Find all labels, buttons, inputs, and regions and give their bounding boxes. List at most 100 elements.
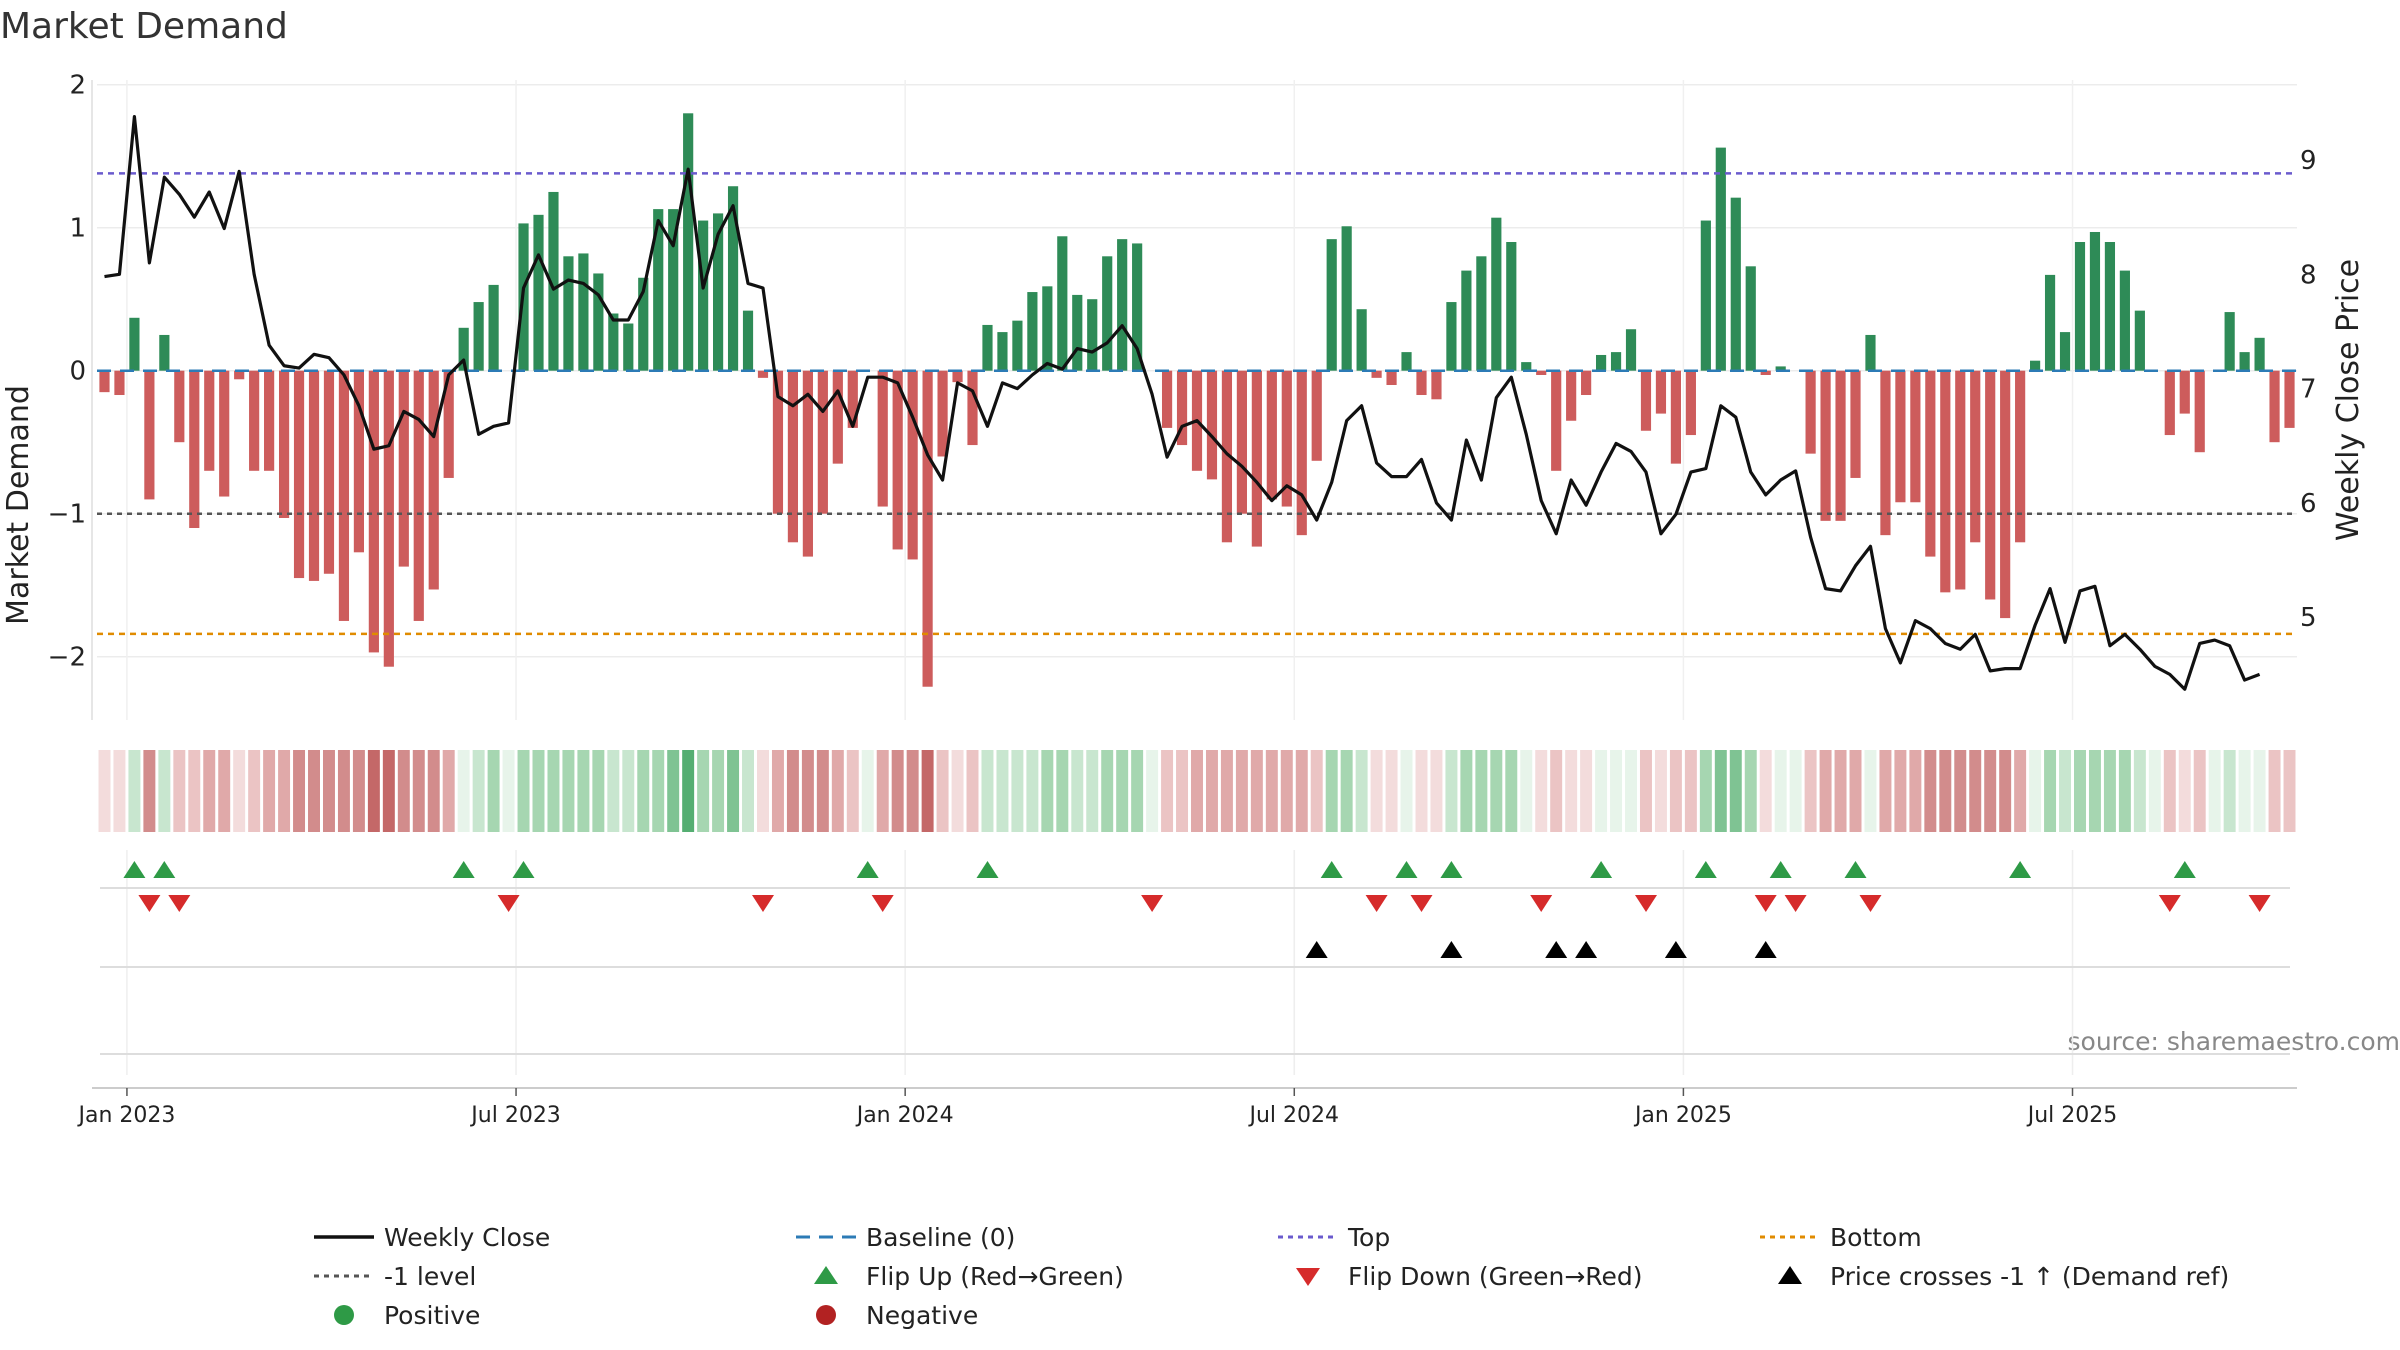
legend-label: Price crosses -1 ↑ (Demand ref) <box>1830 1262 2229 1291</box>
demand-bar <box>2239 352 2250 371</box>
demand-bar <box>413 370 424 621</box>
demand-bar <box>2030 360 2041 371</box>
weekly-close-line <box>104 114 2261 691</box>
heat-cell <box>2103 750 2116 832</box>
flip-up-marker <box>512 861 535 878</box>
y-tick-label: −2 <box>48 643 86 673</box>
demand-bar <box>1850 370 1861 478</box>
heat-cell <box>906 750 919 832</box>
demand-bar <box>1206 370 1218 480</box>
demand-bar <box>2000 370 2011 619</box>
heat-cell <box>2059 750 2072 832</box>
legend-label: -1 level <box>384 1262 476 1291</box>
price-cross-marker <box>1545 941 1568 958</box>
legend-label: Flip Down (Green→Red) <box>1348 1262 1643 1291</box>
flip-down-marker <box>1754 895 1777 912</box>
flip-up-marker <box>2173 861 2196 878</box>
heat-cell <box>592 750 605 832</box>
demand-bar <box>488 284 499 371</box>
flip-down-marker <box>1410 895 1433 912</box>
demand-bar <box>189 370 200 528</box>
heat-cell <box>1340 750 1353 832</box>
demand-bar <box>2119 270 2130 371</box>
demand-bar <box>1655 370 1667 414</box>
heat-cell <box>1969 750 1982 832</box>
demand-bar <box>1431 370 1442 400</box>
demand-bar <box>1311 370 1322 461</box>
heat-cell <box>397 750 410 832</box>
demand-bar <box>2254 337 2265 371</box>
heat-cell <box>1639 750 1652 832</box>
demand-bar <box>1805 370 1816 454</box>
x-tick-label: Jul 2024 <box>1248 1103 1340 1128</box>
legend-label: Flip Up (Red→Green) <box>866 1262 1124 1291</box>
demand-bar <box>1595 354 1607 371</box>
demand-bar <box>2179 370 2190 414</box>
heat-cell <box>188 750 201 832</box>
price-cross-marker <box>1575 941 1598 958</box>
demand-bar <box>787 370 799 543</box>
demand-bar <box>653 209 664 371</box>
flip-up-marker <box>856 861 879 878</box>
demand-bar <box>1835 370 1846 521</box>
heat-cell <box>1146 750 1159 832</box>
heat-cell <box>1595 750 1608 832</box>
demand-bar <box>1356 309 1367 371</box>
flip-up-marker <box>452 861 475 878</box>
heat-cell <box>1834 750 1847 832</box>
heat-cell <box>562 750 575 832</box>
demand-bar <box>1940 370 1951 593</box>
demand-bar <box>264 370 275 471</box>
heat-cell <box>2133 750 2146 832</box>
heat-cell <box>1370 750 1383 832</box>
demand-bar <box>1161 370 1173 428</box>
demand-bar <box>997 332 1008 371</box>
heat-cell <box>1295 750 1308 832</box>
legend-symbol-price_cross <box>1778 1266 1802 1284</box>
heat-cell <box>2283 750 2296 832</box>
heat-cell <box>652 750 665 832</box>
demand-bar <box>1685 370 1696 436</box>
demand-bar <box>1027 292 1038 371</box>
flip-up-marker <box>1694 861 1717 878</box>
heat-cell <box>966 750 979 832</box>
heat-cell <box>1176 750 1189 832</box>
demand-bar <box>802 370 813 557</box>
heat-cell <box>921 750 934 832</box>
price-cross-marker <box>1305 941 1328 958</box>
heat-cell <box>2178 750 2191 832</box>
demand-bar <box>967 370 978 446</box>
x-tick-label: Jul 2025 <box>2026 1103 2118 1128</box>
heat-cell <box>322 750 335 832</box>
demand-bar <box>1536 370 1547 375</box>
demand-bar <box>159 334 170 371</box>
heat-cell <box>1535 750 1548 832</box>
heat-cell <box>412 750 425 832</box>
heat-cell <box>1984 750 1997 832</box>
heat-cell <box>457 750 470 832</box>
demand-bar <box>2089 231 2101 371</box>
legend-label: Positive <box>384 1301 480 1330</box>
signal-markers <box>100 861 2290 1055</box>
flip-down-marker <box>138 895 161 912</box>
demand-bar <box>293 370 305 579</box>
demand-bar <box>1057 236 1068 371</box>
heat-cell <box>173 750 186 832</box>
heat-cell <box>622 750 635 832</box>
heat-cell <box>1759 750 1772 832</box>
demand-bar <box>443 370 454 478</box>
flip-up-marker <box>123 861 146 878</box>
heat-cell <box>1490 750 1503 832</box>
heat-cell <box>1699 750 1712 832</box>
heat-cell <box>158 750 171 832</box>
demand-bar <box>668 209 679 371</box>
demand-bar <box>204 370 215 471</box>
heat-cell <box>1879 750 1892 832</box>
demand-bar <box>1895 370 1906 503</box>
demand-bar <box>323 370 335 574</box>
demand-bar <box>1910 370 1921 503</box>
heat-cell <box>263 750 276 832</box>
demand-bar <box>2015 370 2026 543</box>
demand-bar <box>1610 352 1622 371</box>
demand-bar <box>638 277 649 371</box>
